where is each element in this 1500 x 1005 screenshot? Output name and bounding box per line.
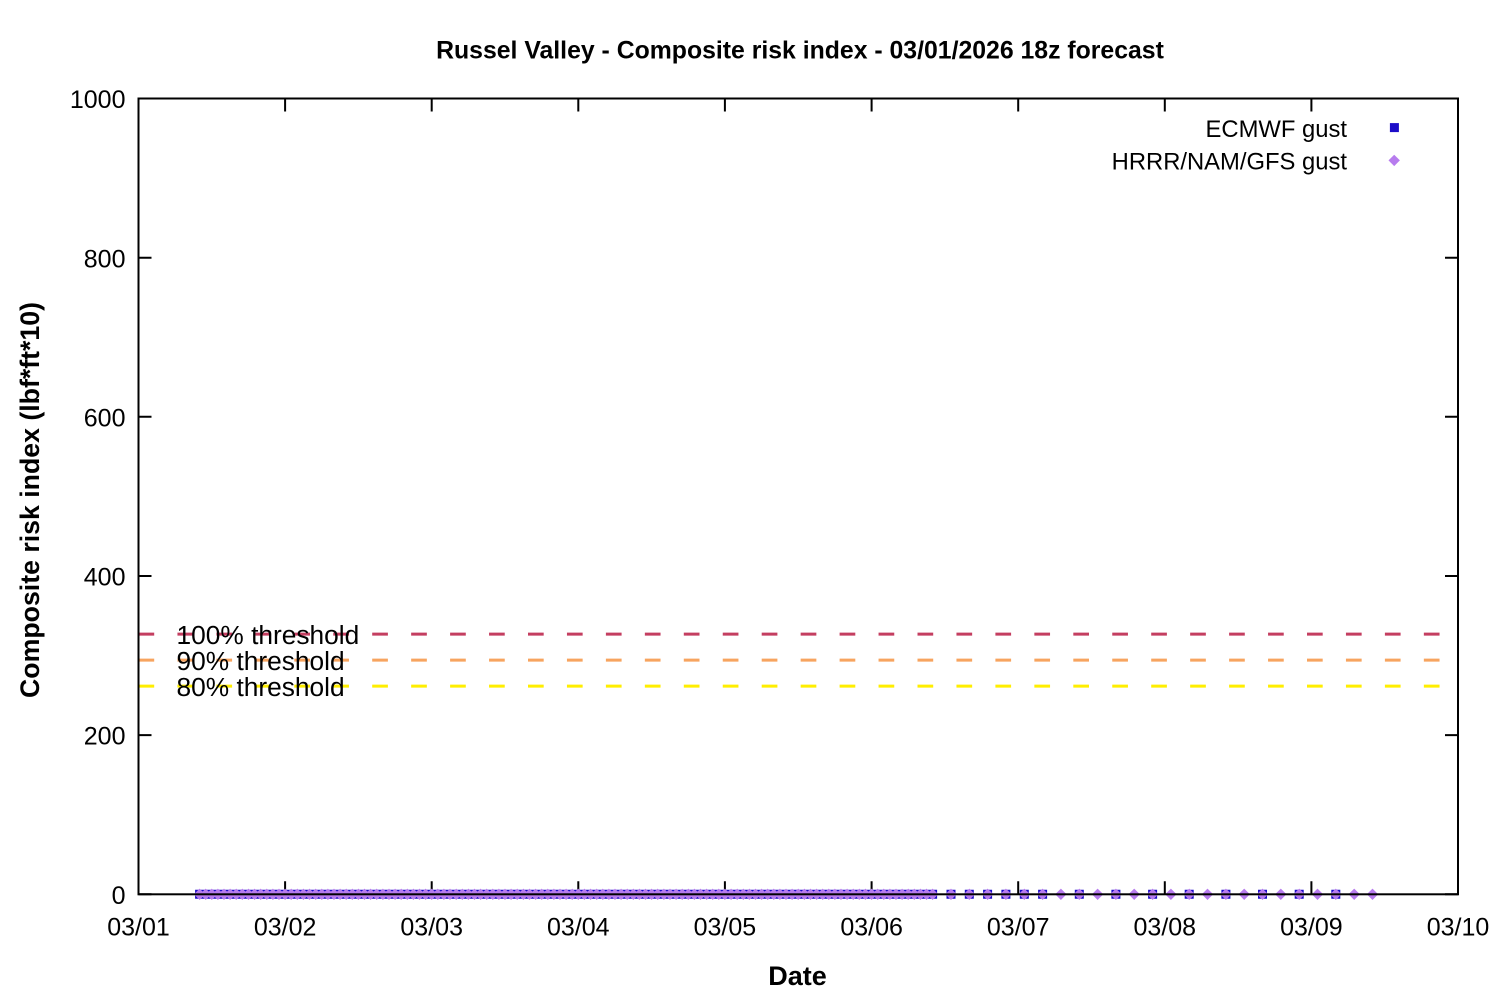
- svg-text:03/04: 03/04: [547, 914, 610, 942]
- svg-text:400: 400: [84, 564, 126, 592]
- svg-text:03/07: 03/07: [987, 914, 1050, 942]
- svg-text:800: 800: [84, 245, 126, 273]
- svg-text:03/08: 03/08: [1134, 914, 1197, 942]
- svg-text:80% threshold: 80% threshold: [177, 672, 345, 702]
- svg-text:03/03: 03/03: [400, 914, 463, 942]
- svg-text:03/05: 03/05: [694, 914, 757, 942]
- svg-text:0: 0: [112, 882, 126, 910]
- svg-text:03/09: 03/09: [1280, 914, 1343, 942]
- svg-text:03/01: 03/01: [107, 914, 170, 942]
- svg-text:1000: 1000: [70, 86, 126, 114]
- svg-text:HRRR/NAM/GFS gust: HRRR/NAM/GFS gust: [1112, 149, 1348, 176]
- svg-text:Russel Valley - Composite risk: Russel Valley - Composite risk index - 0…: [436, 38, 1164, 65]
- svg-text:ECMWF gust: ECMWF gust: [1206, 116, 1348, 143]
- svg-text:200: 200: [84, 723, 126, 751]
- svg-text:Date: Date: [768, 961, 827, 991]
- svg-text:03/02: 03/02: [254, 914, 317, 942]
- svg-text:Composite risk index (lbf*ft*1: Composite risk index (lbf*ft*10): [15, 302, 45, 698]
- svg-text:03/10: 03/10: [1427, 914, 1490, 942]
- svg-text:600: 600: [84, 404, 126, 432]
- svg-text:90% threshold: 90% threshold: [177, 646, 345, 676]
- svg-text:100% threshold: 100% threshold: [177, 620, 360, 650]
- svg-text:03/06: 03/06: [840, 914, 903, 942]
